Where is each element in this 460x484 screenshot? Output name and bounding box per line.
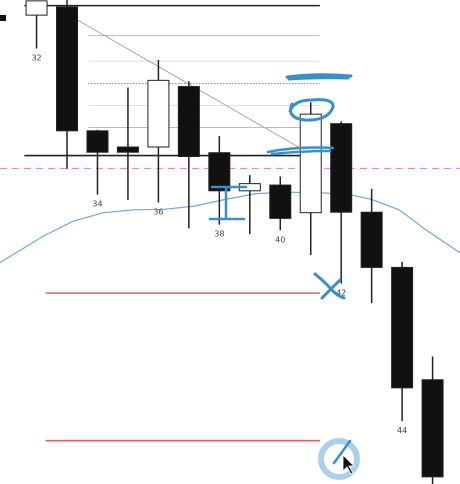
- candle-36: [147, 59, 170, 203]
- candle-32: [25, 0, 48, 49]
- pen-loop: [288, 98, 335, 122]
- candles: [25, 0, 444, 484]
- candle-body: [421, 379, 444, 478]
- x-tick-label-44: 44: [397, 426, 407, 435]
- candle-34: [86, 129, 109, 195]
- candle-body: [269, 184, 292, 219]
- candle-body: [330, 123, 353, 213]
- candle-body: [360, 211, 383, 268]
- mouse-pointer-icon: [342, 454, 355, 475]
- candle-body: [208, 152, 231, 192]
- x-tick-label-40: 40: [275, 235, 285, 244]
- candle-40: [269, 176, 292, 231]
- pen-check: [313, 272, 346, 300]
- candle-42: [330, 121, 353, 284]
- candle-45: [421, 356, 444, 484]
- pen-arrow: [332, 439, 352, 465]
- x-tick-label-38: 38: [214, 230, 224, 239]
- x-tick-labels: 32 34 36 38 40 42 44: [31, 53, 407, 435]
- candle-body: [391, 266, 414, 389]
- pen-stroke-top: [285, 73, 353, 81]
- candle-body: [147, 79, 170, 148]
- x-tick-label-42: 42: [336, 289, 346, 298]
- candle-body: [56, 6, 79, 132]
- candle-44: [391, 261, 414, 422]
- x-tick-label-32: 32: [31, 53, 41, 62]
- horizontal-lines: [0, 4, 460, 442]
- candle-35: [116, 87, 139, 200]
- candle-38: [208, 136, 231, 225]
- candle-body: [177, 86, 200, 158]
- candle-43: [360, 188, 383, 304]
- candle-body: [116, 146, 139, 153]
- cursor-highlight: [318, 438, 360, 480]
- candle-body: [25, 0, 48, 16]
- candle-body: [299, 113, 322, 214]
- x-tick-label-34: 34: [92, 200, 102, 209]
- candle-body: [86, 130, 109, 153]
- cursor-marker: [0, 15, 6, 21]
- candle-39: [238, 175, 261, 235]
- moving-average: [0, 191, 460, 264]
- candle-41: [299, 102, 322, 256]
- pen-stroke-mid: [266, 146, 335, 156]
- candle-33: [56, 0, 79, 169]
- x-tick-label-36: 36: [153, 208, 163, 217]
- pen-bracket: [208, 185, 248, 221]
- candle-37: [177, 81, 200, 229]
- moving-average-line: [0, 191, 460, 264]
- drawn-annotations: [0, 15, 360, 480]
